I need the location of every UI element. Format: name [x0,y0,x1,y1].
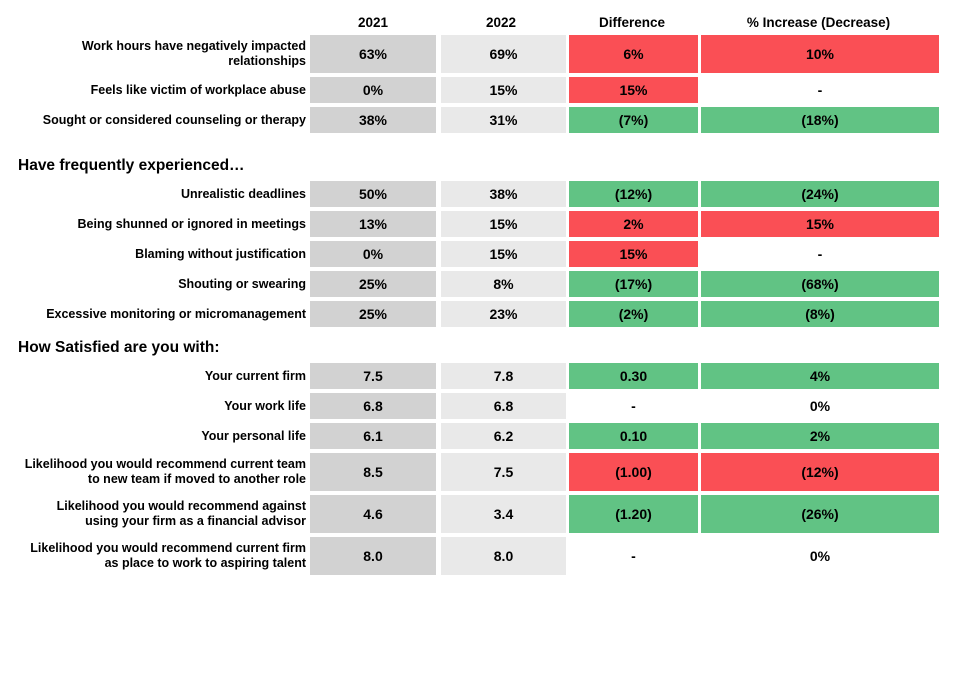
table-row: Your current firm 7.5 7.8 0.30 4% [0,363,965,389]
cell-2022-value: 15% [436,77,566,103]
cell-2022-value: 6.2 [436,423,566,449]
cell-2021-value: 7.5 [310,363,436,389]
row-label: Being shunned or ignored in meetings [77,216,307,231]
cell-difference: 0.10 [566,423,698,449]
cell-pct-increase-decrease: 4% [698,363,939,389]
table-row: Unrealistic deadlines 50% 38% (12%) (24%) [0,181,965,207]
table-row: Likelihood you would recommend current t… [0,453,965,491]
row-label: Likelihood you would recommend current t… [24,457,306,486]
row-label: Work hours have negatively impacted rela… [81,39,306,68]
column-header-2022: 2022 [485,15,517,30]
cell-pct-increase-decrease: - [698,77,939,103]
cell-difference: (12%) [566,181,698,207]
cell-2021-value: 0% [310,241,436,267]
table-row: Excessive monitoring or micromanagement 2… [0,301,965,327]
cell-2022-value: 15% [436,211,566,237]
cell-2021-value: 13% [310,211,436,237]
cell-pct-increase-decrease: (68%) [698,271,939,297]
row-label: Unrealistic deadlines [180,186,306,201]
cell-difference: 15% [566,241,698,267]
column-header-pct-increase-decrease: % Increase (Decrease) [746,15,891,30]
cell-2021-value: 38% [310,107,436,133]
column-header-difference: Difference [598,15,666,30]
cell-2021-value: 6.1 [310,423,436,449]
table-section: Work hours have negatively impacted rela… [0,35,965,133]
table-section: How Satisfied are you with: Your current … [0,339,965,575]
cell-difference: (7%) [566,107,698,133]
cell-2022-value: 7.8 [436,363,566,389]
cell-pct-increase-decrease: 0% [698,393,939,419]
column-header-2021: 2021 [357,15,389,30]
cell-difference: - [566,393,698,419]
cell-2021-value: 8.5 [310,453,436,491]
cell-2021-value: 25% [310,271,436,297]
table-row: Your personal life 6.1 6.2 0.10 2% [0,423,965,449]
cell-2022-value: 38% [436,181,566,207]
section-title: Have frequently experienced… [18,157,245,174]
table-section: Have frequently experienced… Unrealistic … [0,157,965,327]
cell-pct-increase-decrease: (26%) [698,495,939,533]
column-header-row: 2021 2022 Difference % Increase (Decreas… [0,8,965,30]
row-label: Your work life [224,398,306,413]
cell-difference: (1.20) [566,495,698,533]
cell-difference: (17%) [566,271,698,297]
row-label: Likelihood you would recommend current f… [30,541,306,570]
cell-pct-increase-decrease: 15% [698,211,939,237]
cell-difference: 0.30 [566,363,698,389]
table-row: Your work life 6.8 6.8-0% [0,393,965,419]
cell-pct-increase-decrease: 10% [698,35,939,73]
cell-difference: - [566,537,698,575]
cell-pct-increase-decrease: 2% [698,423,939,449]
row-label: Likelihood you would recommend against u… [56,499,306,528]
cell-2021-value: 6.8 [310,393,436,419]
cell-pct-increase-decrease: 0% [698,537,939,575]
cell-pct-increase-decrease: - [698,241,939,267]
table-row: Likelihood you would recommend against u… [0,495,965,533]
row-label: Shouting or swearing [178,276,306,291]
row-label: Your personal life [201,428,306,443]
row-label-header-spacer [0,8,310,30]
cell-2022-value: 23% [436,301,566,327]
row-label: Feels like victim of workplace abuse [90,82,306,97]
table-row: Blaming without justification 0% 15% 15% - [0,241,965,267]
cell-2022-value: 8% [436,271,566,297]
table-row: Feels like victim of workplace abuse 0% 15… [0,77,965,103]
row-label: Sought or considered counseling or thera… [42,112,306,127]
row-label: Excessive monitoring or micromanagement [46,306,306,321]
cell-difference: (1.00) [566,453,698,491]
cell-2021-value: 50% [310,181,436,207]
row-label: Blaming without justification [135,246,306,261]
cell-2021-value: 63% [310,35,436,73]
cell-pct-increase-decrease: (24%) [698,181,939,207]
cell-2021-value: 0% [310,77,436,103]
cell-2022-value: 31% [436,107,566,133]
table-body: Work hours have negatively impacted rela… [0,35,965,575]
cell-difference: 2% [566,211,698,237]
table-row: Sought or considered counseling or thera… [0,107,965,133]
survey-comparison-table: 2021 2022 Difference % Increase (Decreas… [0,8,965,575]
section-title: How Satisfied are you with: [18,339,220,356]
table-row: Being shunned or ignored in meetings 13% 1… [0,211,965,237]
cell-difference: (2%) [566,301,698,327]
table-row: Shouting or swearing 25% 8% (17%) (68%) [0,271,965,297]
table-row: Likelihood you would recommend current f… [0,537,965,575]
cell-2022-value: 7.5 [436,453,566,491]
cell-2022-value: 6.8 [436,393,566,419]
cell-2022-value: 69% [436,35,566,73]
row-label: Your current firm [204,368,306,383]
cell-2022-value: 3.4 [436,495,566,533]
cell-2022-value: 8.0 [436,537,566,575]
cell-2021-value: 4.6 [310,495,436,533]
cell-2022-value: 15% [436,241,566,267]
cell-difference: 15% [566,77,698,103]
cell-2021-value: 25% [310,301,436,327]
cell-pct-increase-decrease: (18%) [698,107,939,133]
cell-pct-increase-decrease: (12%) [698,453,939,491]
cell-pct-increase-decrease: (8%) [698,301,939,327]
cell-difference: 6% [566,35,698,73]
cell-2021-value: 8.0 [310,537,436,575]
table-row: Work hours have negatively impacted rela… [0,35,965,73]
